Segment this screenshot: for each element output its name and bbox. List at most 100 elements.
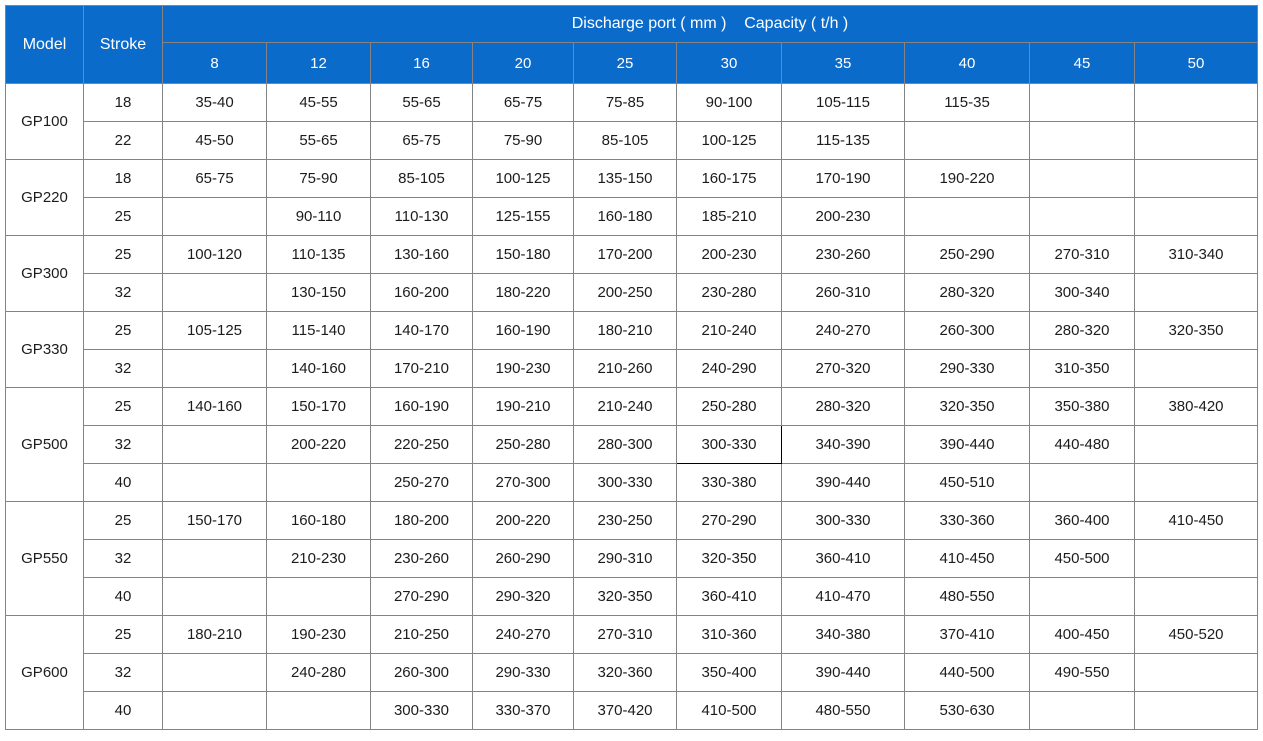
capacity-cell: 300-340 xyxy=(1029,273,1135,312)
capacity-cell: 270-290 xyxy=(370,577,473,616)
capacity-cell: 115-140 xyxy=(266,311,371,350)
table-row: GP600 25 180-210 190-230 210-250 240-270 270-3… xyxy=(5,615,1259,730)
capacity-cell: 230-260 xyxy=(781,235,905,274)
column-header-port-12: 12 xyxy=(266,42,371,84)
capacity-cell: 85-105 xyxy=(370,159,473,198)
capacity-cell: 105-125 xyxy=(162,311,267,350)
capacity-cell xyxy=(162,577,267,616)
capacity-cell: 140-160 xyxy=(162,387,267,426)
capacity-cell: 480-550 xyxy=(781,691,905,730)
capacity-cell: 250-280 xyxy=(676,387,782,426)
stroke-cell: 32 xyxy=(83,539,163,578)
stroke-cell: 32 xyxy=(83,653,163,692)
capacity-cell: 440-500 xyxy=(904,653,1030,692)
capacity-cell: 350-380 xyxy=(1029,387,1135,426)
capacity-cell xyxy=(1133,197,1259,236)
capacity-cell: 270-320 xyxy=(781,349,905,388)
capacity-cell: 310-360 xyxy=(676,615,782,654)
capacity-cell: 190-220 xyxy=(904,159,1030,198)
capacity-cell xyxy=(266,463,371,502)
capacity-cell: 300-330 xyxy=(573,463,677,502)
capacity-cell: 290-310 xyxy=(573,539,677,578)
capacity-cell: 260-300 xyxy=(370,653,473,692)
capacity-cell: 350-400 xyxy=(676,653,782,692)
capacity-cell: 450-520 xyxy=(1133,615,1259,654)
capacity-cell: 300-330 xyxy=(370,691,473,730)
capacity-cell: 170-190 xyxy=(781,159,905,198)
capacity-cell: 135-150 xyxy=(573,159,677,198)
capacity-cell: 150-170 xyxy=(162,501,267,540)
capacity-cell xyxy=(1029,577,1135,616)
capacity-cell: 450-510 xyxy=(904,463,1030,502)
stroke-cell: 18 xyxy=(83,159,163,198)
capacity-cell: 290-330 xyxy=(904,349,1030,388)
capacity-cell: 230-260 xyxy=(370,539,473,578)
capacity-cell: 210-260 xyxy=(573,349,677,388)
capacity-cell: 200-220 xyxy=(472,501,574,540)
capacity-cell: 210-250 xyxy=(370,615,473,654)
stroke-cell: 40 xyxy=(83,691,163,730)
capacity-cell: 190-230 xyxy=(266,615,371,654)
capacity-cell xyxy=(162,691,267,730)
table-header: Model Stroke Discharge port ( mm ) Capac… xyxy=(5,5,1259,84)
discharge-capacity-table: Model Stroke Discharge port ( mm ) Capac… xyxy=(5,5,1259,730)
capacity-cell: 75-85 xyxy=(573,83,677,122)
capacity-cell: 380-420 xyxy=(1133,387,1259,426)
model-cell-gp300: GP300 xyxy=(5,235,84,312)
capacity-cell: 140-160 xyxy=(266,349,371,388)
column-header-port-8: 8 xyxy=(162,42,267,84)
capacity-cell xyxy=(162,425,267,464)
capacity-cell: 320-350 xyxy=(1133,311,1259,350)
capacity-cell: 360-410 xyxy=(781,539,905,578)
stroke-cell: 22 xyxy=(83,121,163,160)
capacity-cell: 190-210 xyxy=(472,387,574,426)
capacity-cell: 150-180 xyxy=(472,235,574,274)
stroke-cell: 32 xyxy=(83,349,163,388)
column-header-port-30: 30 xyxy=(676,42,782,84)
capacity-cell: 360-400 xyxy=(1029,501,1135,540)
capacity-cell: 390-440 xyxy=(781,653,905,692)
table-row: GP550 25 150-170 160-180 180-200 200-220 230-2… xyxy=(5,501,1259,616)
model-cell-gp550: GP550 xyxy=(5,501,84,616)
capacity-cell: 75-90 xyxy=(472,121,574,160)
capacity-cell xyxy=(1133,691,1259,730)
capacity-cell: 35-40 xyxy=(162,83,267,122)
capacity-cell xyxy=(1133,121,1259,160)
capacity-cell xyxy=(1133,463,1259,502)
capacity-cell xyxy=(1133,577,1259,616)
capacity-cell: 160-200 xyxy=(370,273,473,312)
stroke-cell: 40 xyxy=(83,463,163,502)
capacity-cell: 180-200 xyxy=(370,501,473,540)
capacity-cell: 210-230 xyxy=(266,539,371,578)
capacity-cell: 310-350 xyxy=(1029,349,1135,388)
table-row: GP220 18 65-75 75-90 85-105 100-125 135-150 160… xyxy=(5,159,1259,236)
capacity-cell: 110-130 xyxy=(370,197,473,236)
capacity-cell xyxy=(162,273,267,312)
capacity-cell: 160-180 xyxy=(573,197,677,236)
capacity-cell: 200-220 xyxy=(266,425,371,464)
capacity-cell: 320-360 xyxy=(573,653,677,692)
table-row: GP500 25 140-160 150-170 160-190 190-210 210-2… xyxy=(5,387,1259,502)
capacity-cell: 150-170 xyxy=(266,387,371,426)
capacity-cell: 250-280 xyxy=(472,425,574,464)
column-header-port-50: 50 xyxy=(1133,42,1259,84)
stroke-cell: 25 xyxy=(83,615,163,654)
capacity-cell: 180-210 xyxy=(573,311,677,350)
column-header-port-40: 40 xyxy=(904,42,1030,84)
capacity-cell: 115-135 xyxy=(781,121,905,160)
capacity-cell: 330-380 xyxy=(676,463,782,502)
capacity-cell: 110-135 xyxy=(266,235,371,274)
table-row: GP300 25 100-120 110-135 130-160 150-180 170-2… xyxy=(5,235,1259,312)
model-cell-gp330: GP330 xyxy=(5,311,84,388)
capacity-cell: 105-115 xyxy=(781,83,905,122)
stroke-cell: 25 xyxy=(83,311,163,350)
capacity-cell: 270-310 xyxy=(573,615,677,654)
capacity-cell: 170-200 xyxy=(573,235,677,274)
capacity-cell xyxy=(1029,197,1135,236)
capacity-cell: 490-550 xyxy=(1029,653,1135,692)
capacity-cell: 300-330 xyxy=(676,425,782,464)
capacity-cell xyxy=(1029,159,1135,198)
capacity-cell: 370-410 xyxy=(904,615,1030,654)
capacity-cell: 230-250 xyxy=(573,501,677,540)
capacity-cell xyxy=(1133,425,1259,464)
